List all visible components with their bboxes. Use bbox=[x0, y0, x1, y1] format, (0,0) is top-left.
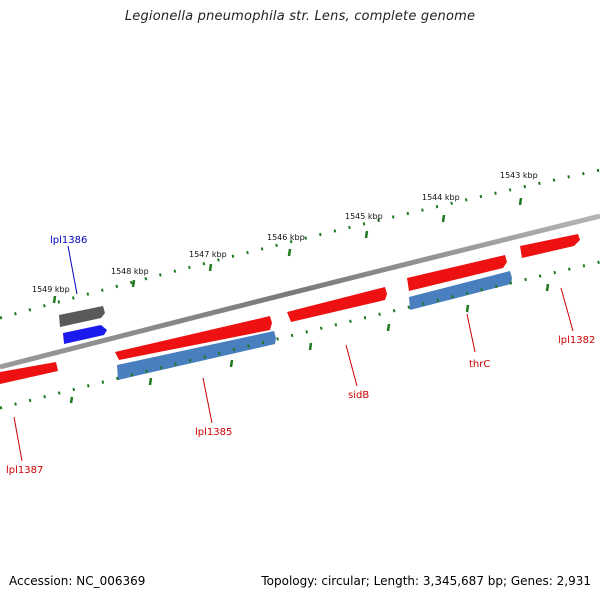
scale-label-1544: 1544 kbp bbox=[422, 193, 460, 202]
gene-label-lpl1385[interactable]: lpl1385 bbox=[195, 427, 232, 438]
gene-label-thrC[interactable]: thrC bbox=[469, 359, 490, 370]
gene-label-lpl1386[interactable]: lpl1386 bbox=[50, 235, 87, 246]
gene-arrow-lpl1385-reverse[interactable] bbox=[117, 331, 276, 380]
connector-lpl1385 bbox=[202, 377, 213, 424]
scale-label-1545: 1545 kbp bbox=[345, 212, 383, 221]
outer-major-ticks bbox=[52, 197, 523, 304]
feature-blue-lpl1386[interactable] bbox=[63, 325, 107, 344]
scale-labels: 1543 kbp 1544 kbp 1545 kbp 1546 kbp 1547… bbox=[32, 171, 538, 294]
gene-labels: lpl1386 lpl1382 thrC sidB lpl1385 lpl138… bbox=[6, 235, 595, 476]
scale-label-1543: 1543 kbp bbox=[500, 171, 538, 180]
connector-lpl1386 bbox=[67, 245, 78, 295]
scale-label-1546: 1546 kbp bbox=[267, 233, 305, 242]
gene-arrow-thrC-reverse[interactable] bbox=[409, 271, 512, 310]
connector-thrC bbox=[466, 313, 476, 353]
genome-backbone bbox=[0, 213, 600, 370]
gene-label-lpl1387[interactable]: lpl1387 bbox=[6, 465, 43, 476]
label-connectors bbox=[13, 245, 574, 462]
feature-dark-lpl1386[interactable] bbox=[59, 306, 105, 327]
connector-lpl1382 bbox=[560, 287, 574, 332]
gene-label-sidB[interactable]: sidB bbox=[348, 390, 369, 401]
connector-lpl1387 bbox=[13, 416, 23, 462]
gene-arrow-lpl1382[interactable] bbox=[520, 234, 580, 258]
scale-label-1549: 1549 kbp bbox=[32, 285, 70, 294]
gene-arrow-lpl1385-forward[interactable] bbox=[115, 316, 272, 360]
map-title: Legionella pneumophila str. Lens, comple… bbox=[124, 9, 476, 24]
gene-arrow-thrC-forward[interactable] bbox=[407, 255, 507, 291]
outer-tick-ring bbox=[0, 168, 600, 320]
genome-summary-text: Topology: circular; Length: 3,345,687 bp… bbox=[261, 574, 591, 588]
scale-label-1548: 1548 kbp bbox=[111, 267, 149, 276]
reverse-features bbox=[117, 271, 512, 380]
scale-label-1547: 1547 kbp bbox=[189, 250, 227, 259]
gene-arrow-lpl1387[interactable] bbox=[0, 362, 58, 384]
gene-label-lpl1382[interactable]: lpl1382 bbox=[558, 335, 595, 346]
gene-arrow-sidB[interactable] bbox=[287, 287, 387, 322]
inner-major-ticks bbox=[69, 283, 550, 404]
accession-text: Accession: NC_006369 bbox=[9, 574, 146, 588]
connector-sidB bbox=[345, 344, 358, 387]
forward-features bbox=[0, 234, 580, 384]
